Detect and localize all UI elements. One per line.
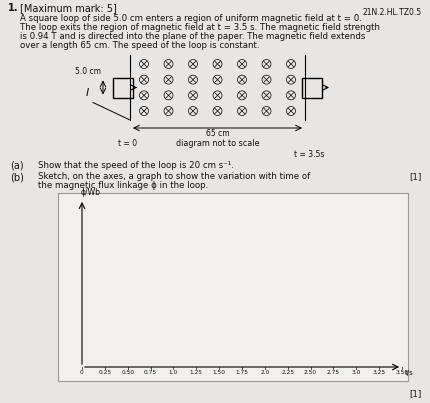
Text: ϕ/Wb: ϕ/Wb [81, 188, 101, 197]
Text: 1.75: 1.75 [236, 370, 249, 375]
Text: 0.50: 0.50 [121, 370, 134, 375]
Text: is 0.94 T and is directed into the plane of the paper. The magnetic field extend: is 0.94 T and is directed into the plane… [20, 32, 365, 41]
Text: 0.25: 0.25 [98, 370, 111, 375]
Text: 65 cm: 65 cm [206, 129, 229, 138]
Text: 5.0 cm: 5.0 cm [75, 66, 101, 75]
Text: t/s: t/s [405, 370, 414, 376]
Text: A square loop of side 5.0 cm enters a region of uniform magnetic field at t = 0.: A square loop of side 5.0 cm enters a re… [20, 14, 362, 23]
Text: t = 0: t = 0 [118, 139, 138, 148]
Text: 1.50: 1.50 [213, 370, 226, 375]
Text: 2.0: 2.0 [260, 370, 270, 375]
Text: diagram not to scale: diagram not to scale [176, 139, 259, 148]
Text: 1.0: 1.0 [169, 370, 178, 375]
Text: [Maximum mark: 5]: [Maximum mark: 5] [20, 3, 117, 13]
Text: I: I [86, 87, 89, 98]
Text: (a): (a) [10, 161, 24, 171]
Text: 1.: 1. [8, 3, 18, 13]
Text: 1.25: 1.25 [190, 370, 203, 375]
Text: over a length 65 cm. The speed of the loop is constant.: over a length 65 cm. The speed of the lo… [20, 41, 259, 50]
Text: [1]: [1] [410, 389, 422, 398]
Bar [113, 77, 133, 98]
Text: 0: 0 [80, 370, 84, 375]
Text: 2.25: 2.25 [281, 370, 294, 375]
Text: 3.0: 3.0 [352, 370, 361, 375]
Bar [58, 193, 408, 381]
Text: [1]: [1] [410, 172, 422, 181]
Text: 21N.2.HL.TZ0.5: 21N.2.HL.TZ0.5 [363, 8, 422, 17]
Text: 3.50: 3.50 [396, 370, 408, 375]
Text: The loop exits the region of magnetic field at t = 3.5 s. The magnetic field str: The loop exits the region of magnetic fi… [20, 23, 380, 32]
Text: 3.25: 3.25 [372, 370, 386, 375]
Text: (b): (b) [10, 172, 24, 182]
Text: t = 3.5s: t = 3.5s [294, 150, 324, 159]
Text: 2.50: 2.50 [304, 370, 317, 375]
Text: Sketch, on the axes, a graph to show the variation with time of: Sketch, on the axes, a graph to show the… [38, 172, 310, 181]
Text: the magnetic flux linkage ϕ in the loop.: the magnetic flux linkage ϕ in the loop. [38, 181, 208, 190]
Text: Show that the speed of the loop is 20 cm s⁻¹.: Show that the speed of the loop is 20 cm… [38, 161, 234, 170]
Text: 0.75: 0.75 [144, 370, 157, 375]
Text: 2.75: 2.75 [327, 370, 340, 375]
Bar [302, 77, 322, 98]
